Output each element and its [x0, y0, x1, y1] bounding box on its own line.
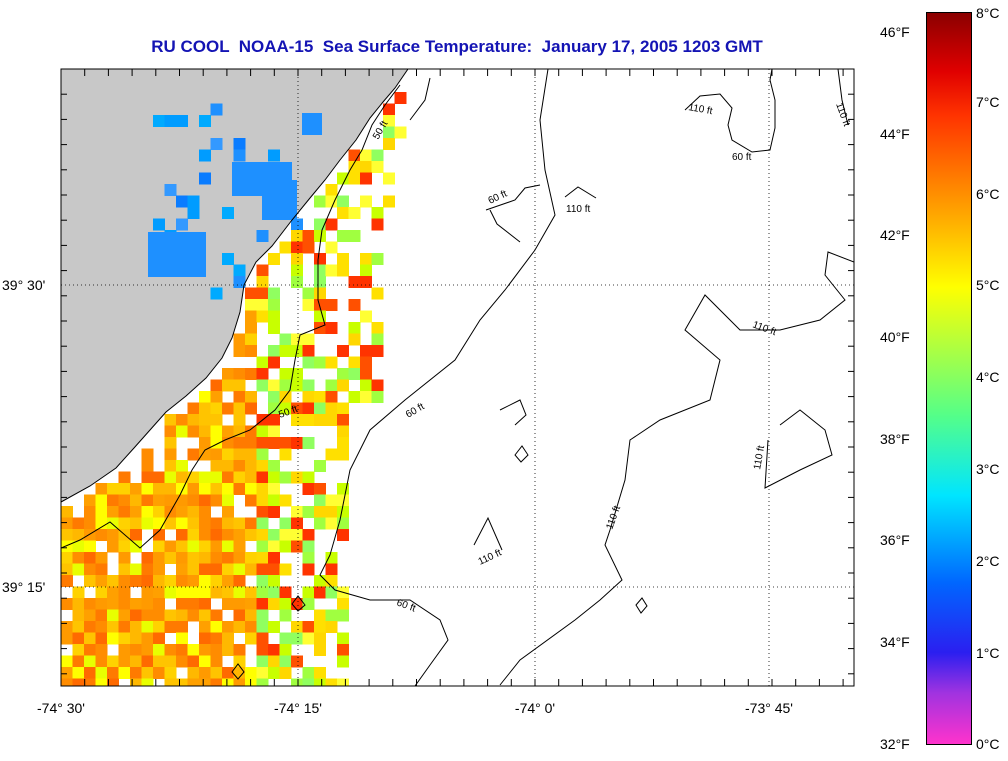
contour-label: 110 ft: [751, 319, 778, 338]
colorbar: [926, 12, 972, 745]
cbar-f-label: 42°F: [880, 227, 910, 243]
tick-marks: [60, 68, 854, 686]
x-tick-label: -74° 0': [515, 700, 555, 716]
contour-label: 110 ft: [477, 547, 504, 567]
x-tick-label: -74° 30': [37, 700, 85, 716]
contour-110ft-h: [635, 597, 648, 614]
coastline: [61, 69, 409, 503]
contour-50ft: [61, 84, 401, 549]
contour-110ft-f: [473, 516, 503, 551]
contour-label: 60 ft: [395, 597, 417, 614]
contour-60ft-3: [489, 209, 521, 243]
cbar-c-label: 6°C: [976, 186, 1000, 202]
y-tick-label: 39° 15': [2, 579, 45, 595]
x-tick-label: -73° 45': [745, 700, 793, 716]
cbar-c-label: 1°C: [976, 645, 1000, 661]
cbar-f-label: 36°F: [880, 532, 910, 548]
cbar-f-label: 40°F: [880, 329, 910, 345]
contour-label: 110 ft: [566, 204, 590, 215]
contour-110ft-d: [499, 251, 854, 686]
contour-label: 110 ft: [687, 102, 713, 117]
contour-small-2: [231, 663, 245, 680]
cbar-f-label: 46°F: [880, 24, 910, 40]
cbar-c-label: 3°C: [976, 461, 1000, 477]
cbar-c-label: 2°C: [976, 553, 1000, 569]
cbar-c-label: 7°C: [976, 94, 1000, 110]
contour-60ft: [319, 69, 556, 686]
map-title: RU COOL NOAA-15 Sea Surface Temperature:…: [151, 37, 763, 56]
cbar-f-label: 38°F: [880, 431, 910, 447]
contour-110ft-c: [837, 69, 849, 126]
contour-110ft-g: [514, 445, 529, 463]
cbar-c-label: 0°C: [976, 736, 1000, 752]
contour-small-1: [291, 595, 306, 612]
sst-pixels: [61, 92, 407, 686]
contour-label: 60 ft: [487, 188, 509, 206]
cbar-c-label: 4°C: [976, 369, 1000, 385]
contour-label: 60 ft: [732, 152, 752, 163]
contour-label: 110 ft: [604, 504, 623, 531]
plot-frame: [60, 68, 855, 687]
contour-110ft-b: [564, 186, 597, 199]
gridlines: [61, 69, 854, 686]
cbar-f-label: 44°F: [880, 126, 910, 142]
contour-label: 60 ft: [404, 401, 427, 420]
contour-110ft-e: [764, 409, 833, 489]
contour-110ft-a: [684, 69, 776, 153]
cbar-f-label: 34°F: [880, 634, 910, 650]
contour-60ft-north: [409, 77, 431, 121]
contour-label: 110 ft: [833, 101, 852, 128]
cbar-c-label: 5°C: [976, 277, 1000, 293]
contour-label: 110 ft: [752, 444, 767, 470]
y-tick-label: 39° 30': [2, 277, 45, 293]
cbar-c-label: 8°C: [976, 5, 1000, 21]
cbar-f-label: 32°F: [880, 736, 910, 752]
contour-80ft: [499, 399, 527, 426]
contour-60ft-2: [485, 184, 541, 211]
x-tick-label: -74° 15': [274, 700, 322, 716]
